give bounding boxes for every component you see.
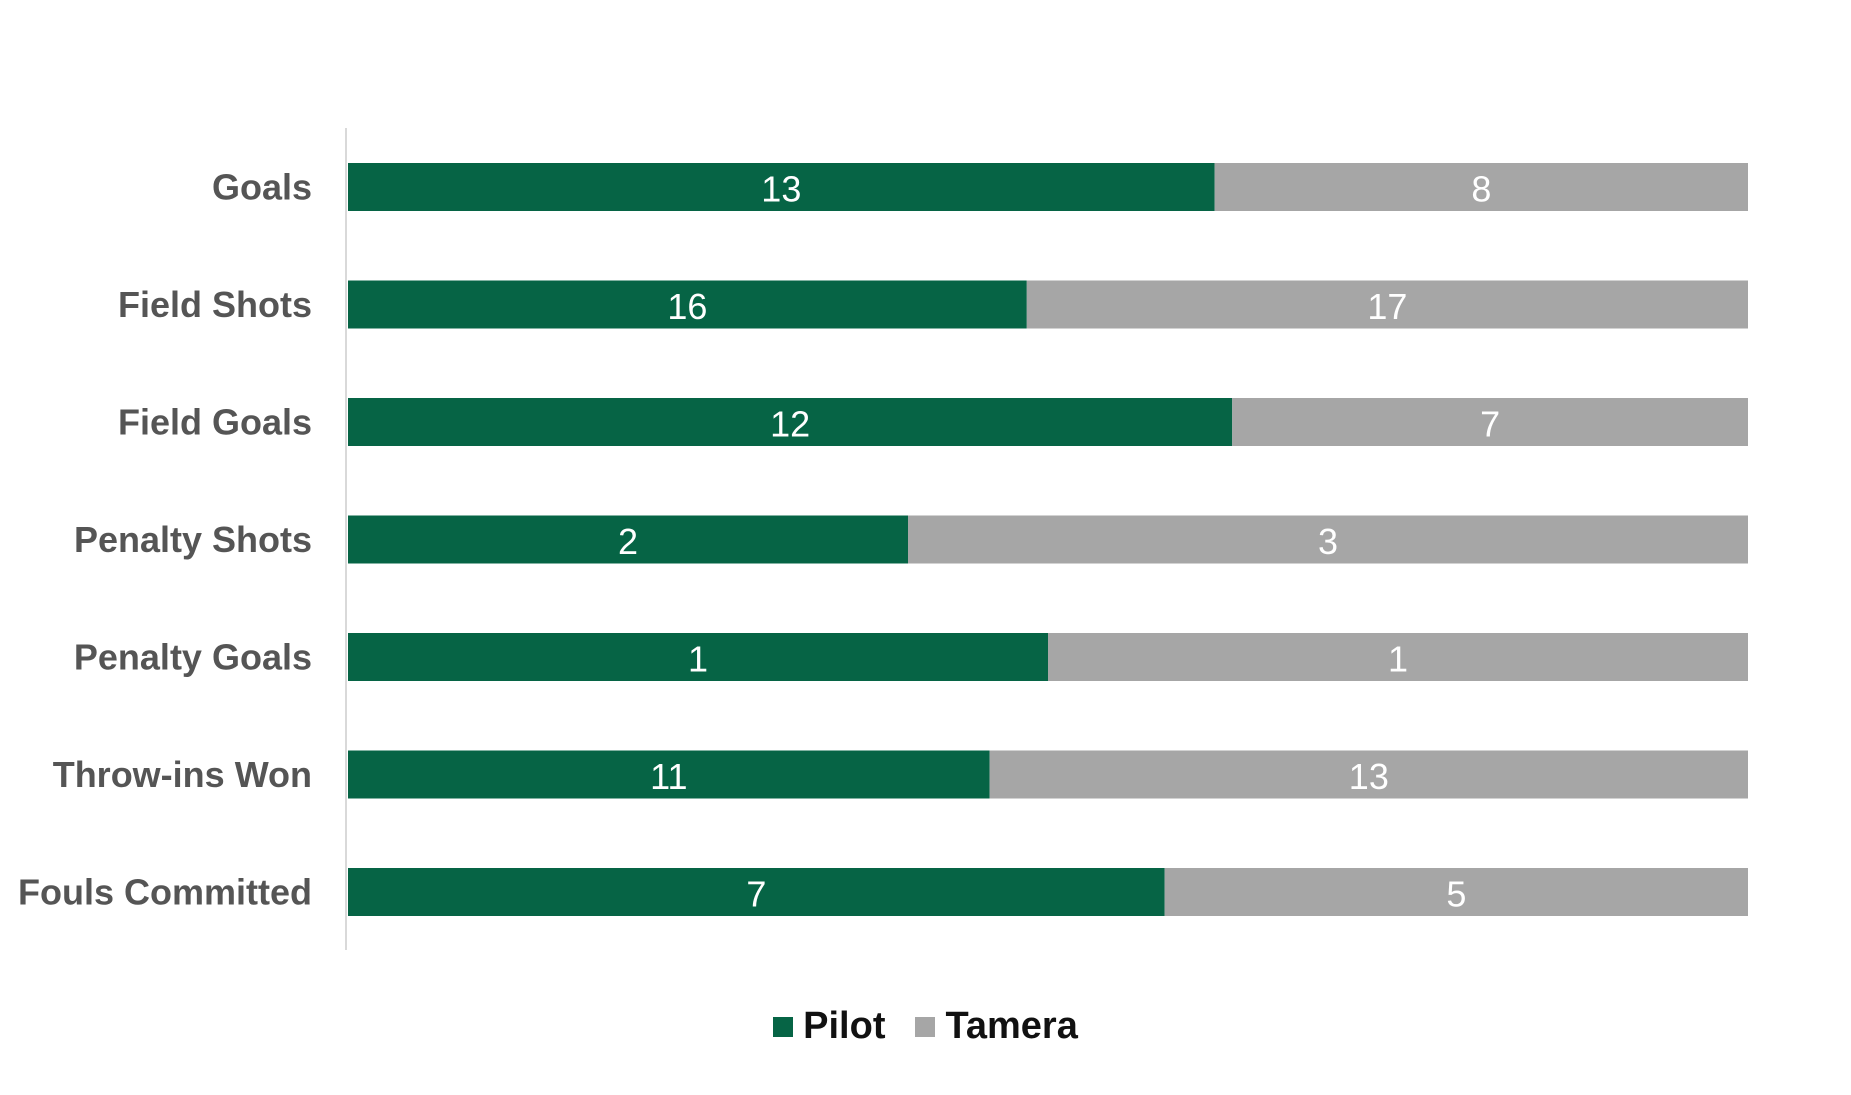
legend-label-pilot: Pilot (803, 1005, 886, 1047)
bar-pilot (348, 515, 908, 564)
bar-tamera (1214, 163, 1748, 211)
bar-pilot (348, 280, 1027, 329)
data-label-tamera: 13 (1349, 756, 1389, 797)
data-label-pilot: 12 (770, 404, 810, 445)
data-label-tamera: 1 (1388, 639, 1408, 680)
bar-tamera (1232, 398, 1748, 446)
data-label-pilot: 16 (667, 286, 707, 327)
bar-pilot (348, 398, 1233, 446)
legend-label-tamera: Tamera (945, 1005, 1078, 1047)
bar-tamera (1164, 868, 1748, 916)
bar-tamera (1048, 633, 1748, 681)
data-label-tamera: 8 (1471, 169, 1491, 210)
category-label: Field Goals (118, 402, 312, 443)
bar-pilot (348, 750, 990, 799)
bar-pilot (348, 163, 1215, 211)
data-label-pilot: 7 (746, 874, 766, 915)
legend: Pilot Tamera (0, 1005, 1851, 1048)
category-label: Fouls Committed (18, 872, 312, 913)
data-label-tamera: 5 (1446, 874, 1466, 915)
data-label-tamera: 17 (1367, 286, 1407, 327)
legend-item-tamera: Tamera (915, 1005, 1078, 1048)
bar-pilot (348, 633, 1048, 681)
data-label-tamera: 3 (1318, 521, 1338, 562)
legend-swatch-tamera (915, 1016, 936, 1037)
data-label-tamera: 7 (1480, 404, 1500, 445)
data-label-pilot: 2 (618, 521, 638, 562)
bar-tamera (1026, 280, 1748, 329)
bar-tamera (908, 515, 1748, 564)
legend-item-pilot: Pilot (773, 1005, 885, 1048)
bar-pilot (348, 868, 1165, 916)
category-label: Goals (212, 167, 312, 208)
bar-tamera (989, 750, 1748, 799)
data-label-pilot: 13 (761, 169, 801, 210)
category-label: Penalty Shots (74, 519, 312, 560)
category-label: Throw-ins Won (53, 754, 312, 795)
category-label: Penalty Goals (74, 637, 312, 678)
data-label-pilot: 11 (650, 756, 687, 797)
data-label-pilot: 1 (688, 639, 708, 680)
legend-swatch-pilot (773, 1016, 794, 1037)
category-label: Field Shots (118, 284, 312, 325)
